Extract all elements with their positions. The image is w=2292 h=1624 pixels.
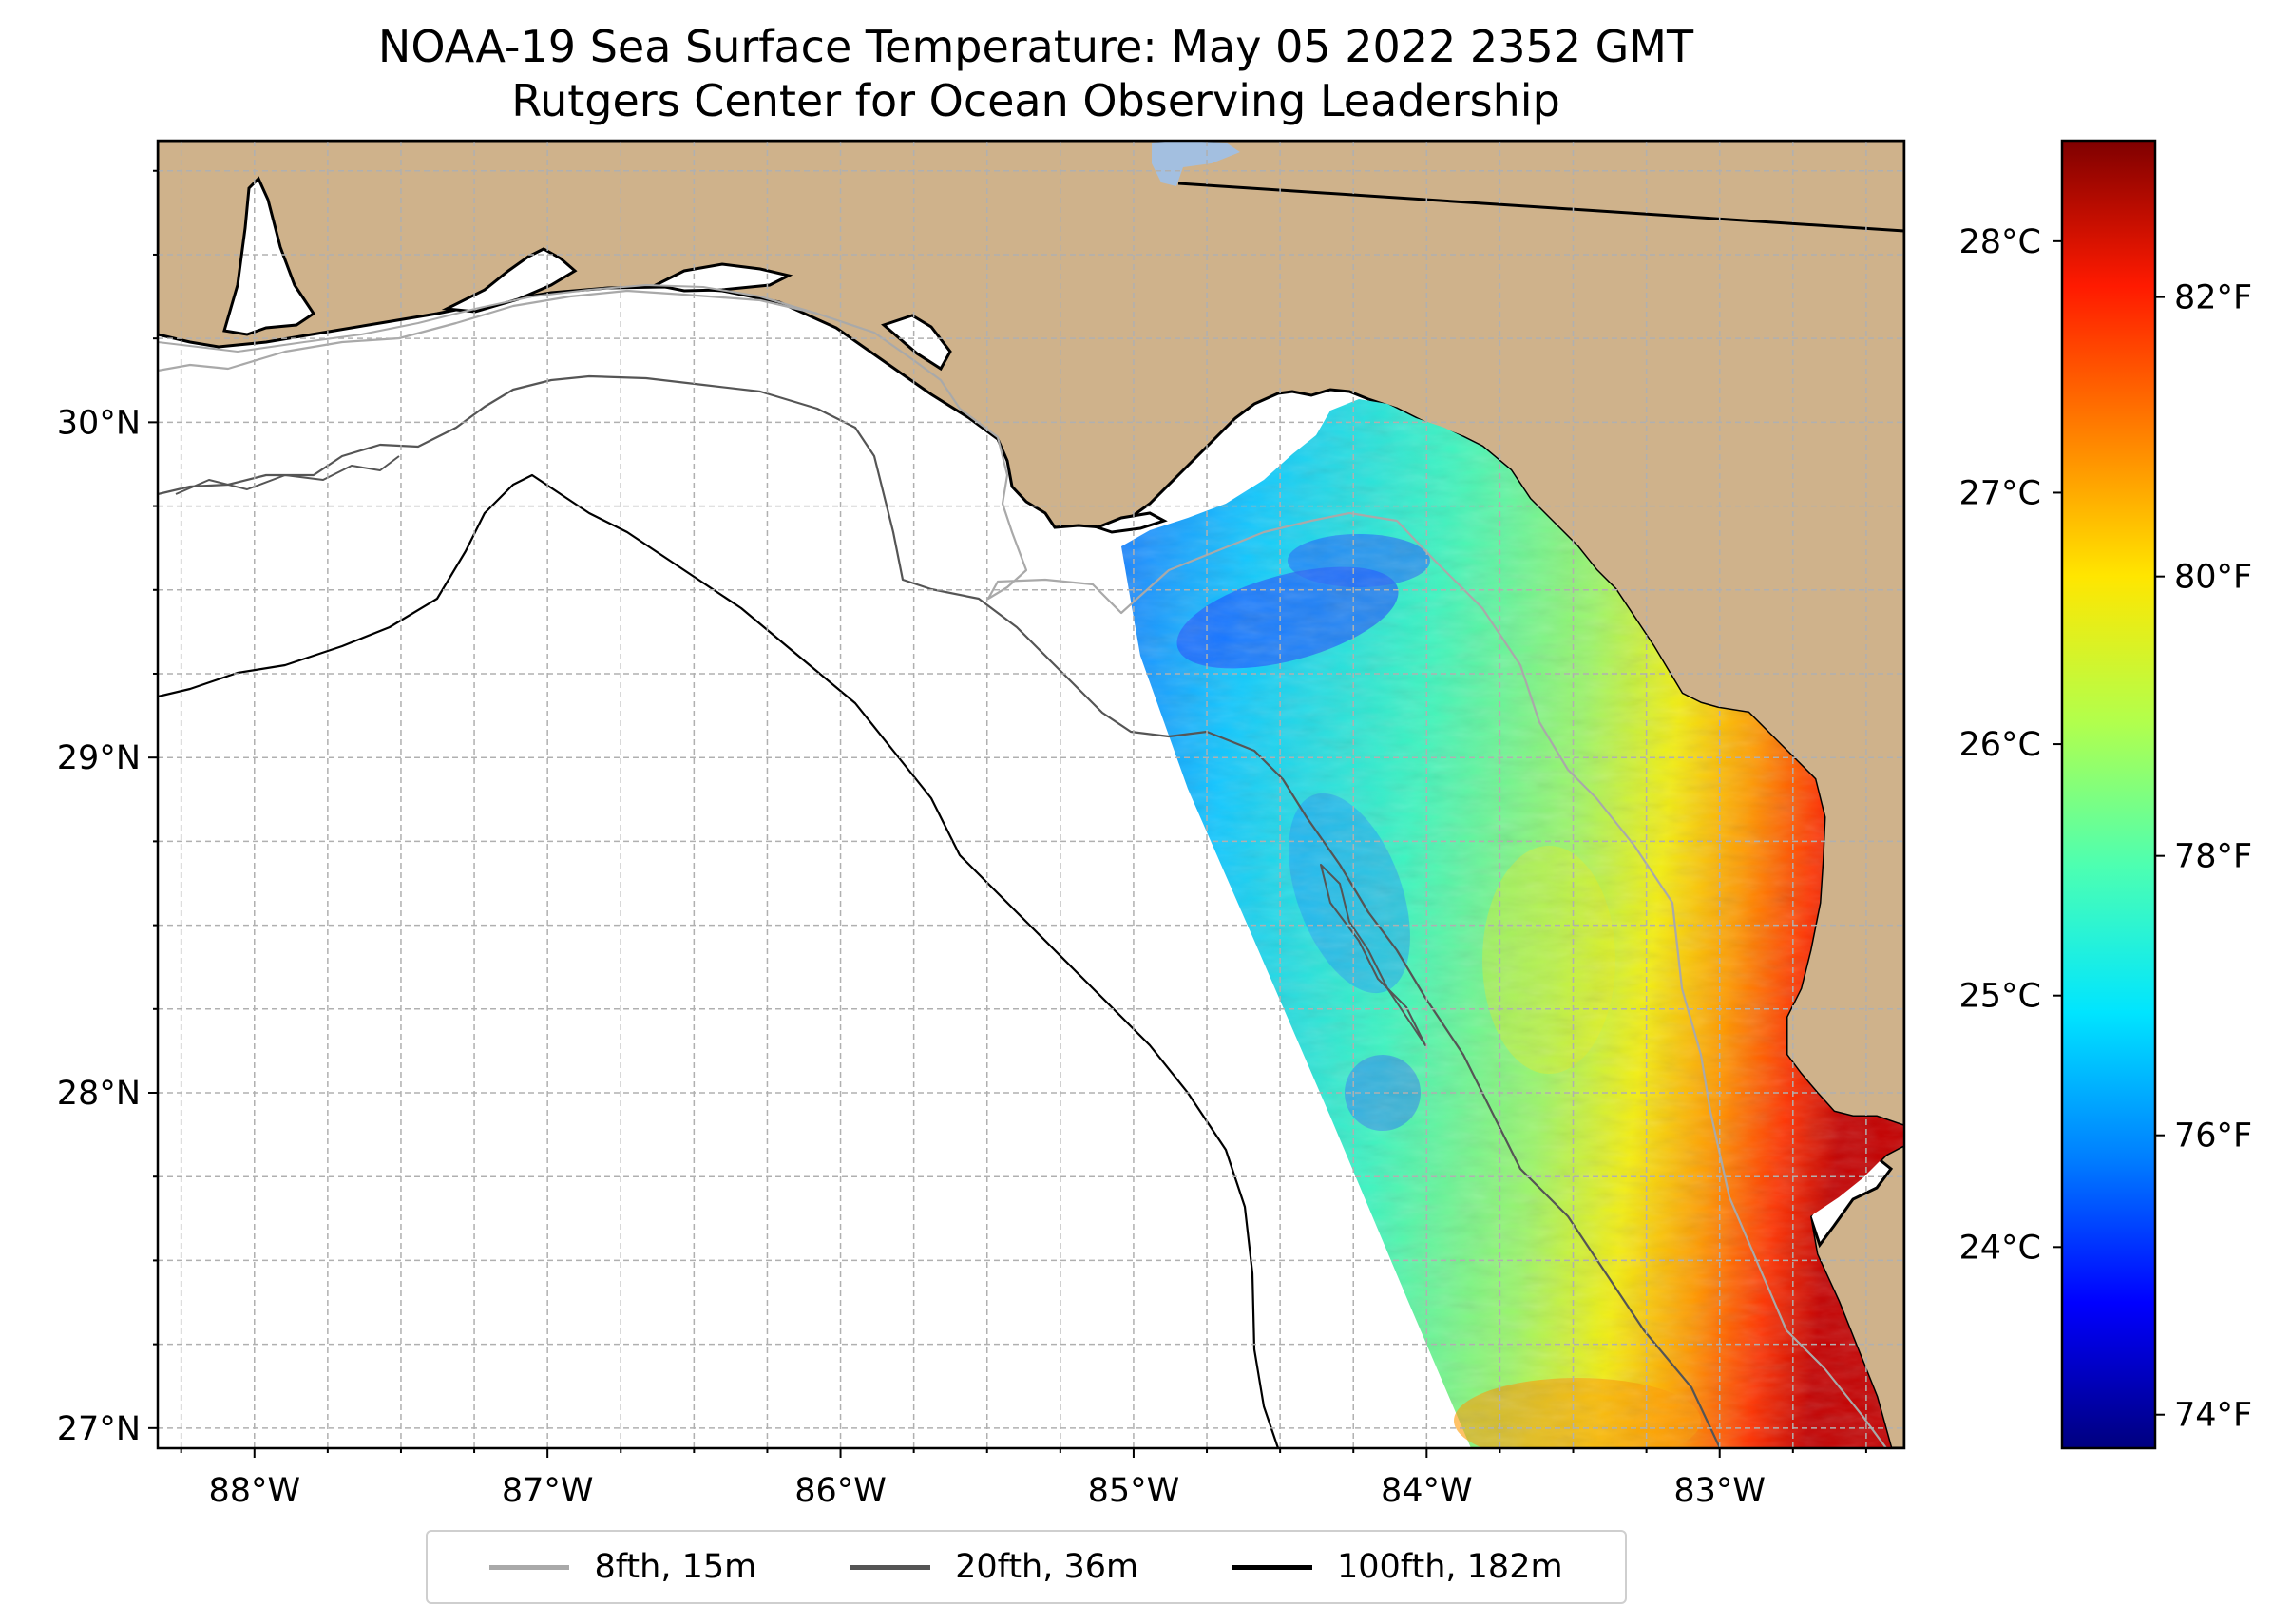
- celsius-tick-label: 25°C: [1959, 978, 2041, 1016]
- latitude-axis: 30°N 29°N 28°N 27°N: [57, 169, 158, 1448]
- fahrenheit-tick-label: 74°F: [2174, 1397, 2252, 1435]
- x-tick-label: 87°W: [502, 1472, 594, 1510]
- contour-100fth: [158, 473, 1280, 1448]
- state-border-line: [1177, 182, 1904, 233]
- lake-seminole: [1152, 141, 1240, 186]
- colorbar-fill: [2062, 141, 2155, 1448]
- y-tick-label: 27°N: [57, 1410, 141, 1448]
- legend-label-8fth: 8fth, 15m: [594, 1548, 757, 1586]
- contour-8fth: [158, 289, 1887, 1448]
- colorbar-celsius-axis: 24°C 25°C 26°C 27°C 28°C: [1959, 223, 2062, 1267]
- legend-swatch-8fth: [489, 1564, 570, 1570]
- x-tick-label: 83°W: [1673, 1472, 1766, 1510]
- fahrenheit-tick-label: 80°F: [2174, 559, 2252, 597]
- colorbar: 24°C 25°C 26°C 27°C 28°C 74°F 76°F 78°F 80°F 82°…: [1959, 139, 2252, 1450]
- mobile-bay: [222, 176, 316, 336]
- celsius-tick-label: 24°C: [1959, 1229, 2041, 1267]
- coastal-bays: [222, 176, 1894, 1249]
- fahrenheit-tick-label: 82°F: [2174, 279, 2252, 317]
- contour-8fth-coastal: [158, 284, 818, 353]
- map-title: NOAA-19 Sea Surface Temperature: May 05 …: [378, 21, 1694, 72]
- legend-swatch-20fth: [850, 1564, 931, 1570]
- colorbar-frame: [2060, 139, 2157, 1450]
- bathymetry-contours: [158, 284, 1887, 1448]
- apalachicola-bay: [1093, 511, 1168, 534]
- y-tick-label: 28°N: [57, 1075, 141, 1113]
- celsius-tick-label: 28°C: [1959, 223, 2041, 261]
- map-gridlines: [158, 141, 1904, 1448]
- y-tick-label: 29°N: [57, 739, 141, 777]
- legend-label-20fth: 20fth, 36m: [955, 1548, 1139, 1586]
- x-tick-label: 84°W: [1381, 1472, 1473, 1510]
- legend-item-8fth: 8fth, 15m: [489, 1548, 756, 1586]
- longitude-axis: 88°W 87°W 86°W 85°W 84°W 83°W: [180, 1448, 1867, 1510]
- legend-label-100fth: 100fth, 182m: [1336, 1548, 1563, 1586]
- contour-20fth: [158, 374, 1721, 1448]
- x-tick-label: 85°W: [1088, 1472, 1180, 1510]
- fahrenheit-tick-label: 76°F: [2174, 1118, 2252, 1156]
- map-frame: [156, 139, 1906, 1450]
- sst-swath: [1121, 399, 1904, 1448]
- celsius-tick-label: 27°C: [1959, 474, 2041, 512]
- contour-20fth-bank: [1320, 864, 1426, 1046]
- x-tick-label: 88°W: [208, 1472, 300, 1510]
- colorbar-fahrenheit-axis: 74°F 76°F 78°F 80°F 82°F: [2155, 279, 2252, 1435]
- y-tick-label: 30°N: [57, 404, 141, 442]
- x-tick-label: 86°W: [794, 1472, 887, 1510]
- contour-legend: 8fth, 15m 20fth, 36m 100fth, 182m: [426, 1530, 1627, 1604]
- celsius-tick-label: 26°C: [1959, 726, 2041, 764]
- map-panel: [158, 141, 1904, 1448]
- map-subtitle: Rutgers Center for Ocean Observing Leade…: [511, 75, 1560, 126]
- legend-item-100fth: 100fth, 182m: [1232, 1548, 1563, 1586]
- legend-swatch-100fth: [1232, 1564, 1312, 1570]
- choctawhatchee-bay: [651, 262, 793, 293]
- contour-20fth-shoals: [175, 455, 400, 495]
- legend-item-20fth: 20fth, 36m: [850, 1548, 1138, 1586]
- fahrenheit-tick-label: 78°F: [2174, 838, 2252, 876]
- st-andrews-bay: [881, 314, 952, 372]
